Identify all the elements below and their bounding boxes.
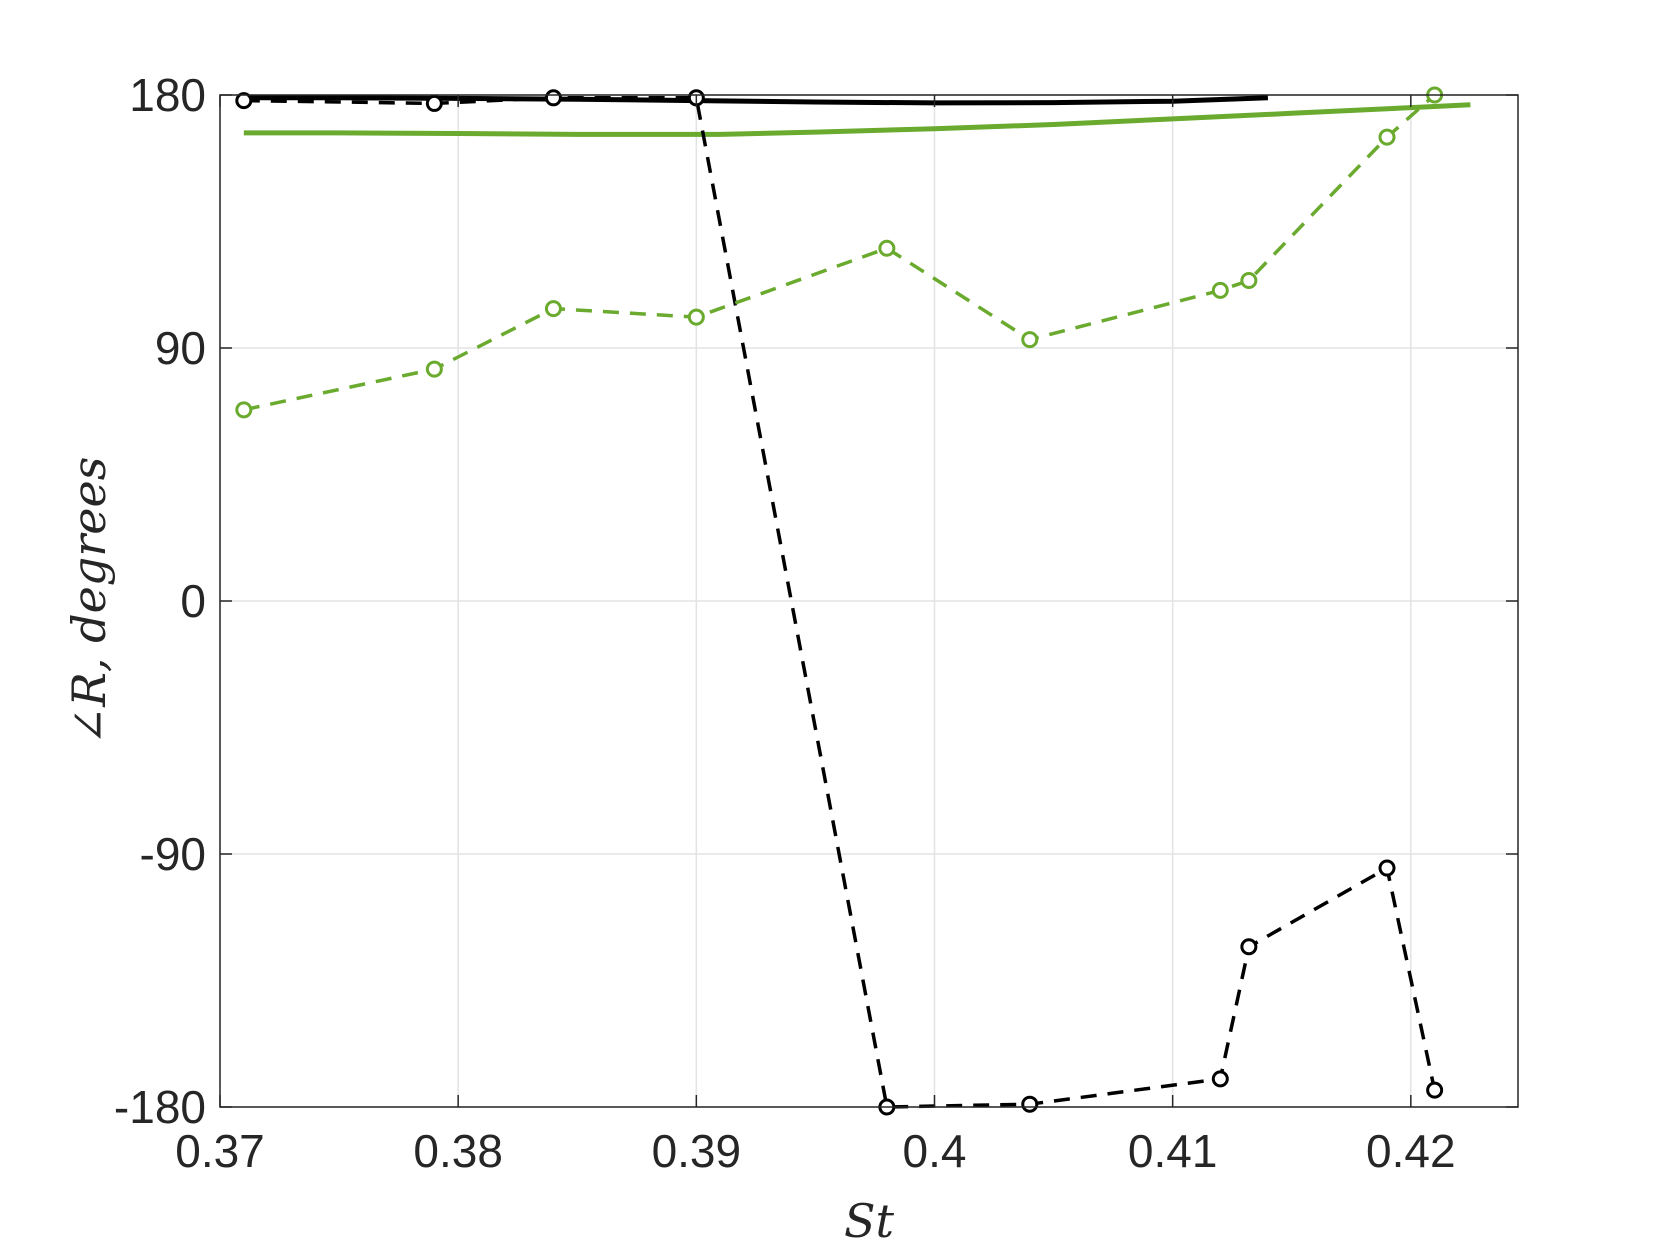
y-tick-label: 90: [155, 322, 206, 374]
data-point: [1021, 1095, 1039, 1113]
y-axis-label: ∠R, degrees: [62, 457, 116, 746]
data-point: [235, 92, 253, 110]
ticks: 0.37 0.38 0.39 0.4 0.41 0.42 180 90 0 -90 -180: [114, 69, 1518, 1177]
x-tick-label: 0.41: [1128, 1125, 1218, 1177]
series-0: [243, 95, 1268, 106]
data-point: [1240, 272, 1258, 290]
series-line: [243, 93, 1436, 412]
series-3: [235, 86, 1444, 419]
data-point: [1211, 281, 1229, 299]
data-point: [1240, 938, 1258, 956]
data-point: [425, 94, 443, 112]
series-1: [243, 102, 1471, 137]
y-tick-label: 180: [129, 69, 206, 121]
x-tick-label: 0.4: [903, 1125, 967, 1177]
data-point: [1211, 1070, 1229, 1088]
data-point: [1378, 859, 1396, 877]
series-line: [243, 102, 1471, 137]
data-point: [235, 401, 253, 419]
data-point: [544, 300, 562, 318]
y-tick-label: 0: [180, 575, 206, 627]
x-tick-label: 0.38: [413, 1125, 503, 1177]
data-point: [1021, 331, 1039, 349]
series-line: [243, 96, 1437, 1109]
x-tick-label: 0.42: [1366, 1125, 1456, 1177]
data-point: [1426, 1081, 1444, 1099]
data-point: [425, 360, 443, 378]
x-tick-label: 0.37: [175, 1125, 265, 1177]
series-line: [243, 95, 1268, 106]
data-point: [544, 89, 562, 107]
y-tick-label: -90: [140, 828, 206, 880]
x-tick-label: 0.39: [652, 1125, 742, 1177]
data-point: [1378, 128, 1396, 146]
y-tick-label: -180: [114, 1081, 206, 1133]
data-point: [878, 239, 896, 257]
series-layer: [235, 86, 1471, 1116]
data-point: [687, 308, 705, 326]
x-axis-label: St: [844, 1194, 895, 1248]
